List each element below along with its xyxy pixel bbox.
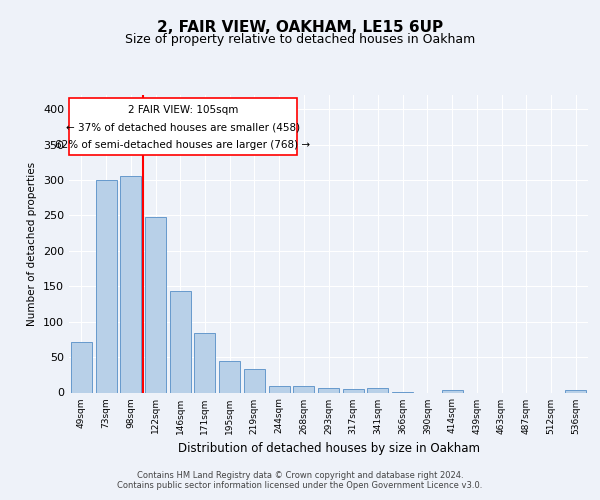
Bar [120, 176, 141, 392]
Bar [194, 333, 215, 392]
Text: Contains HM Land Registry data © Crown copyright and database right 2024.: Contains HM Land Registry data © Crown c… [137, 472, 463, 480]
Text: 62% of semi-detached houses are larger (768) →: 62% of semi-detached houses are larger (… [55, 140, 311, 149]
Text: Contains public sector information licensed under the Open Government Licence v3: Contains public sector information licen… [118, 482, 482, 490]
Text: 2, FAIR VIEW, OAKHAM, LE15 6UP: 2, FAIR VIEW, OAKHAM, LE15 6UP [157, 20, 443, 35]
Bar [71, 342, 92, 392]
Y-axis label: Number of detached properties: Number of detached properties [28, 162, 37, 326]
Bar [343, 389, 364, 392]
Bar [170, 291, 191, 392]
Bar [565, 390, 586, 392]
Text: ← 37% of detached houses are smaller (458): ← 37% of detached houses are smaller (45… [66, 122, 300, 132]
Bar [293, 386, 314, 392]
Bar [219, 360, 240, 392]
Bar [95, 180, 116, 392]
Text: 2 FAIR VIEW: 105sqm: 2 FAIR VIEW: 105sqm [128, 105, 238, 115]
Bar [269, 386, 290, 392]
Bar [244, 369, 265, 392]
Text: Size of property relative to detached houses in Oakham: Size of property relative to detached ho… [125, 32, 475, 46]
Bar [442, 390, 463, 392]
Bar [145, 217, 166, 392]
X-axis label: Distribution of detached houses by size in Oakham: Distribution of detached houses by size … [178, 442, 479, 455]
Bar [367, 388, 388, 392]
Bar [318, 388, 339, 392]
